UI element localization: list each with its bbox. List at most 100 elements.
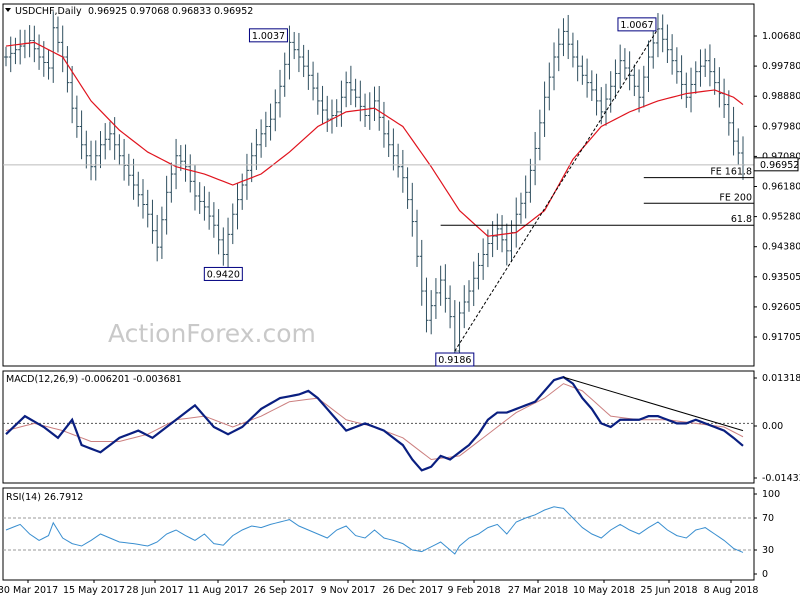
price-bar xyxy=(670,34,675,75)
price-bar xyxy=(722,78,727,118)
price-bar xyxy=(131,158,136,200)
price-bar xyxy=(637,69,642,113)
price-bar xyxy=(528,158,533,203)
rsi-tick-label: 100 xyxy=(762,489,780,500)
price-bar xyxy=(112,117,117,160)
price-bar xyxy=(103,123,108,160)
price-bar xyxy=(315,72,320,115)
price-bar xyxy=(107,121,112,151)
price-bar xyxy=(306,49,311,90)
price-bar xyxy=(89,140,94,181)
price-bar xyxy=(438,265,443,306)
ohlc-open: 0.96925 xyxy=(88,6,127,17)
dropdown-triangle-icon[interactable] xyxy=(5,8,11,12)
price-tick-label: 0.91705 xyxy=(762,332,800,343)
price-bar xyxy=(263,111,268,148)
price-bar xyxy=(287,25,292,80)
price-bar xyxy=(311,61,316,101)
price-bar xyxy=(74,95,79,138)
price-bar xyxy=(126,153,131,186)
annotation-label: 1.0067 xyxy=(620,20,653,31)
price-bar xyxy=(259,119,264,158)
price-tick-label: 0.94380 xyxy=(762,242,800,253)
price-bar xyxy=(504,223,509,266)
price-bar xyxy=(254,128,259,170)
price-trendline xyxy=(454,28,659,352)
price-bar xyxy=(18,29,23,65)
price-tick-label: 0.96180 xyxy=(762,182,800,193)
price-bar xyxy=(164,175,169,235)
price-bar xyxy=(410,182,415,237)
price-bar xyxy=(712,58,717,95)
annotation-box xyxy=(617,17,657,32)
price-bar xyxy=(363,93,368,128)
price-bar xyxy=(566,14,571,60)
moving-average-line xyxy=(5,41,744,237)
price-bar xyxy=(150,199,155,244)
price-bar xyxy=(665,24,670,64)
x-tick-label: 8 Aug 2018 xyxy=(704,585,759,596)
rsi-tick-label: 0 xyxy=(762,569,768,580)
rsi-line xyxy=(5,506,744,555)
price-bar xyxy=(202,186,207,221)
macd-panel xyxy=(3,375,754,472)
price-bar xyxy=(731,106,736,156)
price-bar xyxy=(641,65,646,108)
rsi-tick-label: 70 xyxy=(762,513,774,524)
annotation-label: 0.9186 xyxy=(438,355,471,366)
price-bar xyxy=(698,49,703,87)
price-bar xyxy=(717,67,722,108)
axes: 1.00680 0.99780 0.98880 0.97980 0.97080 0.961… xyxy=(0,31,800,596)
price-bar xyxy=(679,55,684,100)
macd-tick-label: 0.013184 xyxy=(762,373,800,384)
annotation-label: 1.0037 xyxy=(252,31,285,42)
price-tick-label: 0.98880 xyxy=(762,91,800,102)
annotation-box xyxy=(248,28,288,43)
x-tick-label: 30 Mar 2017 xyxy=(0,585,58,596)
price-bar xyxy=(334,99,339,127)
ohlc-readout: 0.96925 0.97068 0.96833 0.96952 xyxy=(88,6,253,17)
macd-signal-line xyxy=(5,383,744,461)
price-bar xyxy=(580,55,585,85)
x-tick-label: 9 Nov 2017 xyxy=(321,585,376,596)
price-panel-frame xyxy=(2,3,755,367)
price-bar xyxy=(65,46,70,93)
price-bar xyxy=(547,62,552,111)
price-bar xyxy=(509,220,514,262)
price-bar xyxy=(197,182,202,214)
x-tick-label: 26 Dec 2017 xyxy=(383,585,444,596)
price-bar xyxy=(278,69,283,118)
price-bar xyxy=(216,209,221,255)
price-bar xyxy=(603,83,608,126)
price-bar xyxy=(79,110,84,160)
price-bar xyxy=(500,215,505,253)
price-bar xyxy=(27,25,32,58)
x-tick-label: 11 Aug 2017 xyxy=(188,585,249,596)
annotation-box xyxy=(203,266,243,281)
price-annotation: 0.9420 xyxy=(203,266,243,281)
price-bar xyxy=(429,290,434,335)
rsi-tick-label: 30 xyxy=(762,545,774,556)
price-bar xyxy=(561,18,566,57)
rsi-panel xyxy=(3,506,754,555)
price-tick-label: 0.97980 xyxy=(762,121,800,132)
price-bar xyxy=(155,214,160,262)
price-bar xyxy=(174,138,179,190)
price-bar xyxy=(613,59,618,99)
level-label: FE 200 xyxy=(719,192,752,203)
macd-tick-label: -0.014339 xyxy=(762,473,800,484)
price-annotation: 1.0067 xyxy=(617,17,657,32)
price-bar xyxy=(141,179,146,219)
price-bar xyxy=(325,95,330,132)
price-panel-title: USDCHF,Daily xyxy=(15,6,82,17)
price-bar xyxy=(183,144,188,182)
price-panel: FE 161.8 FE 200 61.8 1.0037 0.9420 0.9186 1.00… xyxy=(3,11,754,367)
price-bar xyxy=(476,252,481,290)
price-bar xyxy=(400,149,405,193)
price-bar xyxy=(320,85,325,124)
price-bar xyxy=(51,11,56,83)
price-bar xyxy=(736,128,741,165)
price-tick-label: 0.93505 xyxy=(762,272,800,283)
